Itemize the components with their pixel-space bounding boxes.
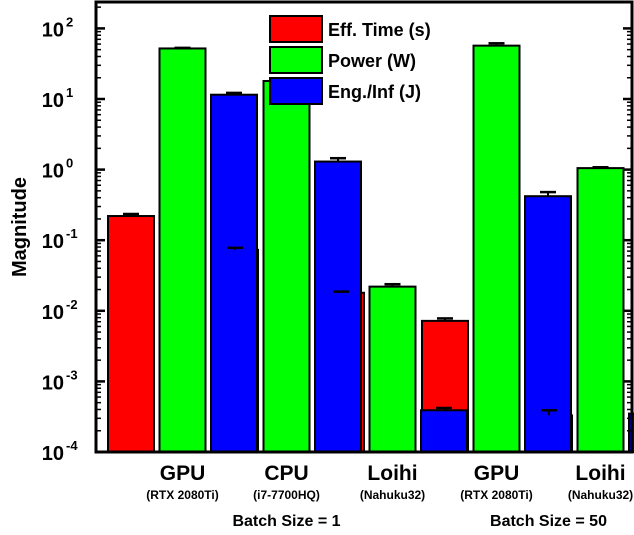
bar — [262, 79, 311, 454]
y-tick-label: 10 — [42, 19, 64, 41]
category-label: GPU — [160, 462, 206, 485]
category-sublabel: (RTX 2080Ti) — [460, 488, 532, 502]
category-sublabel: (RTX 2080Ti) — [146, 488, 218, 502]
bar — [368, 285, 417, 454]
legend-label: Power (W) — [328, 51, 416, 71]
bar — [107, 215, 155, 453]
legend-swatch — [269, 77, 323, 105]
bars-layer — [107, 44, 634, 454]
y-tick-exponent: -2 — [66, 297, 78, 312]
axes-layer — [94, 0, 634, 454]
y-tick-exponent: 1 — [66, 85, 73, 100]
y-tick-exponent: -3 — [66, 367, 78, 382]
category-label: Loihi — [367, 462, 417, 485]
bar — [420, 409, 468, 454]
bar — [158, 47, 207, 453]
bar — [576, 167, 625, 453]
bar — [210, 93, 258, 454]
y-tick-label: 10 — [42, 90, 64, 112]
legend-swatch — [269, 46, 323, 74]
y-tick-label: 10 — [42, 302, 64, 324]
y-tick-exponent: 0 — [66, 156, 73, 171]
error-bars-layer — [123, 42, 609, 416]
y-tick-exponent: -4 — [66, 438, 78, 453]
category-sublabel: (i7-7700HQ) — [253, 488, 320, 502]
bar — [314, 160, 362, 453]
plot-frame — [94, 0, 634, 454]
category-label: Loihi — [575, 462, 625, 485]
y-tick-label: 10 — [42, 443, 64, 465]
category-sublabel: (Nahuku32) — [568, 488, 633, 502]
legend-label: Eng./Inf (J) — [328, 82, 421, 102]
category-sublabel: (Nahuku32) — [360, 488, 425, 502]
legend-label: Eff. Time (s) — [328, 20, 431, 40]
y-tick-label: 10 — [42, 231, 64, 253]
y-tick-label: 10 — [42, 161, 64, 183]
y-tick-exponent: -1 — [66, 226, 78, 241]
y-tick-label: 10 — [42, 372, 64, 394]
category-label: GPU — [474, 462, 520, 485]
group-label-batch-1: Batch Size = 1 — [232, 513, 340, 530]
legend: Eff. Time (s) Power (W) Eng./Inf (J) — [269, 15, 431, 105]
y-axis-label: Magnitude — [9, 177, 31, 277]
category-label: CPU — [264, 462, 308, 485]
legend-swatch — [269, 15, 323, 43]
group-label-batch-50: Batch Size = 50 — [490, 513, 607, 530]
bar — [472, 44, 521, 454]
y-tick-exponent: 2 — [66, 14, 73, 29]
